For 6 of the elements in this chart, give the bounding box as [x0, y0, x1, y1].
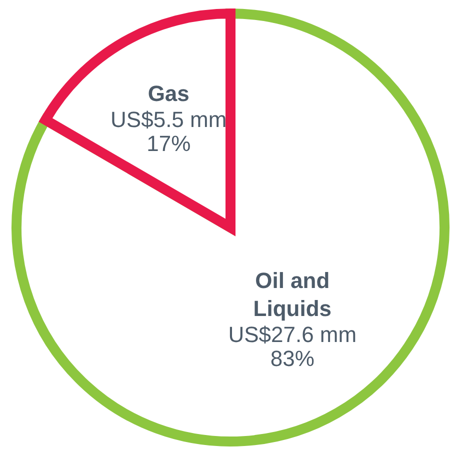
data-label: US$27.6 mm [228, 322, 357, 348]
text: 83% [270, 346, 314, 372]
slice-label: Oil and Liquids [253, 268, 332, 322]
text: 17% [146, 130, 191, 156]
data-label: US$5.5 mm [110, 106, 227, 132]
slice-label: Gas [148, 80, 190, 106]
